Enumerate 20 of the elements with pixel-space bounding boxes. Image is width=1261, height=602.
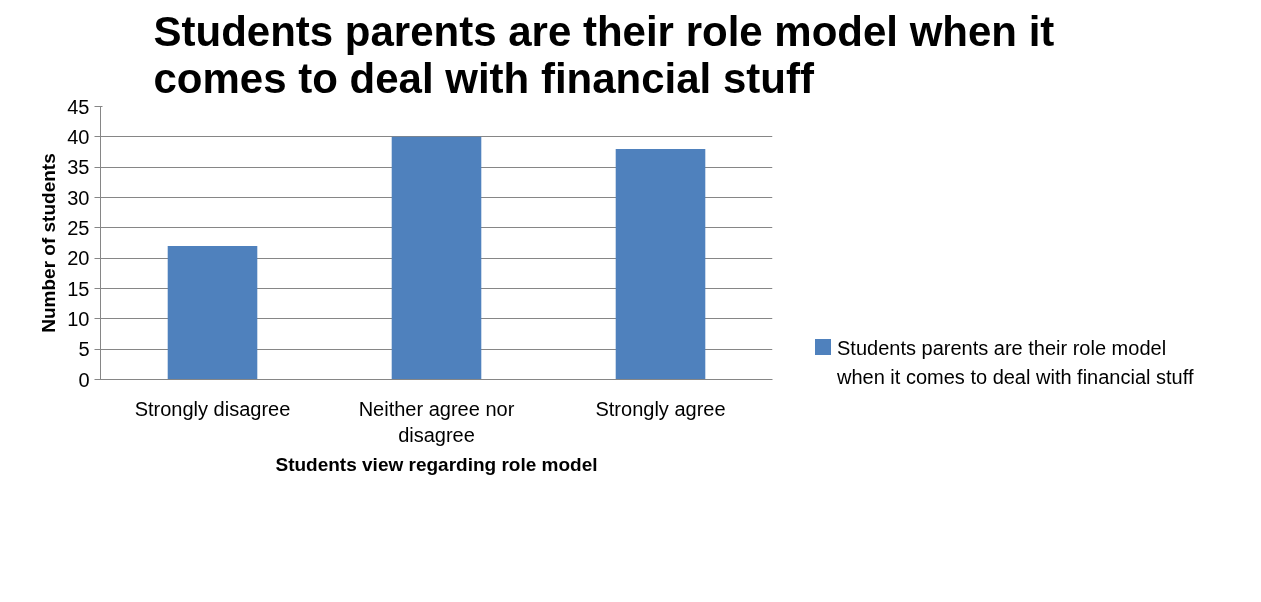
y-tick-label: 5 xyxy=(78,338,90,361)
y-tick-label: 0 xyxy=(78,368,90,391)
y-tick-label: 40 xyxy=(67,125,90,148)
y-tick-label: 10 xyxy=(67,307,90,330)
x-tick-label: Neither agree nor disagree xyxy=(358,397,515,446)
y-tick-label: 20 xyxy=(67,247,90,270)
y-tick-label: 15 xyxy=(67,277,90,300)
y-axis-title: Number of students xyxy=(38,153,60,333)
y-tick-label: 45 xyxy=(67,95,90,118)
bar xyxy=(391,136,482,380)
x-tick-label: Strongly disagree xyxy=(134,397,291,420)
y-tick-label: 30 xyxy=(67,186,90,209)
chart-title: Students parents are their role model when it comes to deal with financial stuff xyxy=(153,7,1055,102)
legend-item: Students parents are their role model when it comes to deal with financial stuff xyxy=(815,334,1195,392)
bar xyxy=(167,246,258,380)
bar xyxy=(615,148,706,380)
y-tick-label: 35 xyxy=(67,156,90,179)
x-axis-title: Students view regarding role model xyxy=(275,453,598,475)
y-tick-label: 25 xyxy=(67,216,90,239)
x-tick-label: Strongly agree xyxy=(595,397,726,420)
